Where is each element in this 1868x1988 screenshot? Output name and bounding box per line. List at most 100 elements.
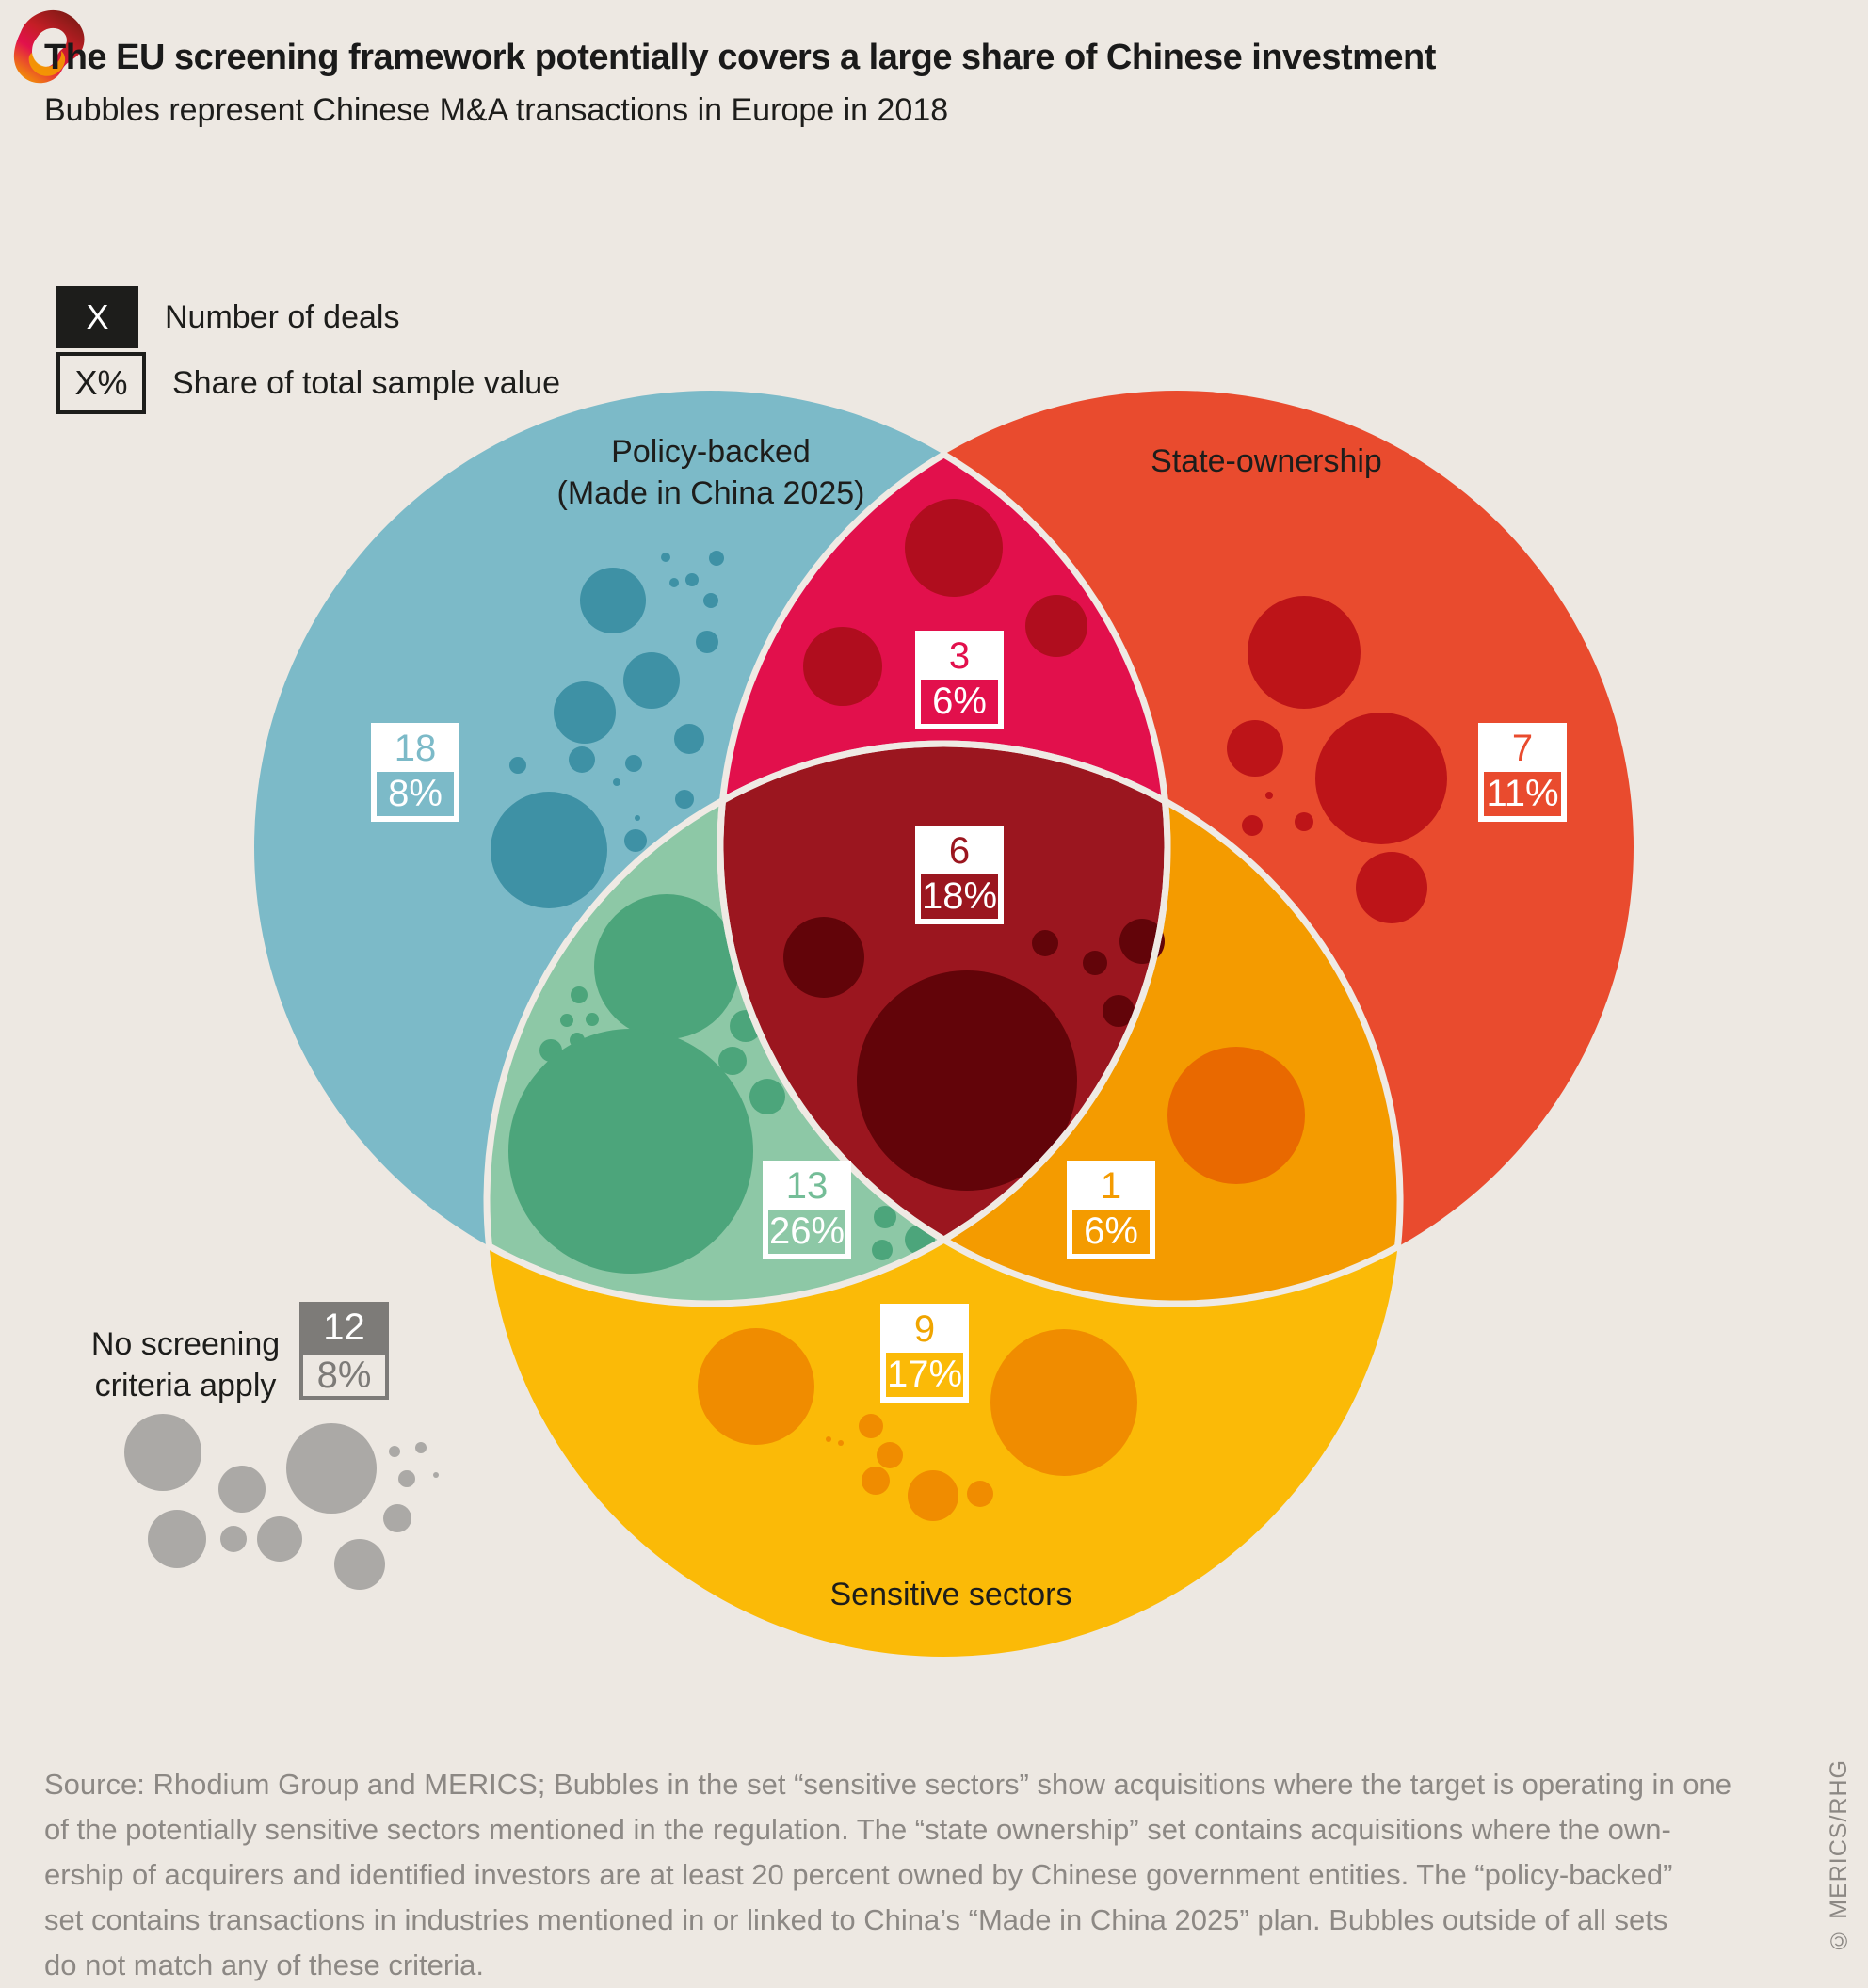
deal-bubble bbox=[286, 1423, 377, 1514]
deal-bubble bbox=[967, 1481, 993, 1507]
deal-bubble bbox=[624, 829, 647, 852]
deal-count: 12 bbox=[299, 1302, 389, 1351]
deal-bubble bbox=[594, 894, 739, 1039]
region-outlines bbox=[483, 450, 1404, 1307]
deal-bubble bbox=[709, 551, 724, 566]
deal-bubble bbox=[857, 970, 1077, 1191]
deal-bubble bbox=[696, 631, 718, 653]
source-line: do not match any of these criteria. bbox=[44, 1948, 484, 1981]
deal-bubble bbox=[509, 757, 526, 774]
share-of-value: 26% bbox=[768, 1210, 845, 1254]
deal-bubble bbox=[703, 593, 718, 608]
value-badge-all-three: 6 18% bbox=[915, 826, 1004, 924]
deal-bubble bbox=[675, 790, 694, 809]
deal-bubble bbox=[491, 792, 607, 908]
deal-bubble bbox=[826, 1436, 831, 1442]
set-label-state-ownership: State-ownership bbox=[1151, 443, 1382, 479]
deal-count: 6 bbox=[948, 830, 971, 872]
deal-bubble bbox=[749, 1079, 785, 1114]
set-label-sensitive-sectors: Sensitive sectors bbox=[829, 1577, 1072, 1612]
value-badge-policy-only: 18 8% bbox=[371, 723, 459, 822]
deal-bubble bbox=[1242, 815, 1263, 836]
deal-bubble bbox=[877, 1442, 903, 1468]
share-of-value: 11% bbox=[1484, 772, 1561, 816]
legend: X Number of deals X% Share of total samp… bbox=[56, 284, 560, 416]
value-badge-state-sensitive: 1 6% bbox=[1067, 1161, 1155, 1259]
legend-row-share: X% Share of total sample value bbox=[56, 350, 560, 416]
bubbles-policy-sensitive bbox=[508, 894, 935, 1274]
deal-bubble bbox=[783, 917, 864, 998]
deal-bubble bbox=[698, 1328, 814, 1445]
share-legend-label: Share of total sample value bbox=[172, 364, 561, 401]
bubbles-policy-only bbox=[491, 551, 724, 908]
deal-bubble bbox=[838, 1440, 844, 1446]
bubbles-state-sensitive bbox=[1168, 1047, 1305, 1184]
share-of-value: 8% bbox=[299, 1351, 389, 1400]
page-subtitle: Bubbles represent Chinese M&A transactio… bbox=[44, 92, 949, 128]
deal-bubble bbox=[571, 986, 588, 1003]
deal-bubble bbox=[1168, 1047, 1305, 1184]
share-of-value: 18% bbox=[921, 874, 998, 919]
deal-bubble bbox=[1356, 852, 1427, 923]
deal-bubble bbox=[613, 778, 620, 786]
deal-bubble bbox=[220, 1526, 247, 1552]
deal-bubble bbox=[803, 627, 882, 706]
deal-bubble bbox=[1315, 713, 1447, 844]
deal-bubble bbox=[508, 1029, 753, 1274]
deal-bubble bbox=[398, 1470, 415, 1487]
merics-logo-icon bbox=[13, 9, 85, 84]
share-of-value: 17% bbox=[886, 1353, 963, 1397]
deal-bubble bbox=[586, 1013, 599, 1026]
deal-bubble bbox=[569, 746, 595, 773]
deal-bubble bbox=[554, 681, 616, 744]
deals-legend-label: Number of deals bbox=[165, 298, 400, 335]
deal-bubble bbox=[1265, 792, 1273, 799]
deal-bubble bbox=[218, 1466, 266, 1513]
source-line: Source: Rhodium Group and MERICS; Bubble… bbox=[44, 1768, 1732, 1801]
deal-bubble bbox=[1025, 595, 1087, 657]
page-title: The EU screening framework potentially c… bbox=[44, 38, 1436, 77]
deal-count: 3 bbox=[948, 635, 971, 677]
deal-bubble bbox=[718, 1047, 747, 1075]
source-line: of the potentially sensitive sectors men… bbox=[44, 1813, 1671, 1846]
deal-bubble bbox=[661, 553, 670, 562]
deal-bubble bbox=[1227, 720, 1283, 777]
deal-bubble bbox=[859, 1414, 883, 1438]
bubbles-policy-state bbox=[803, 499, 1087, 706]
set-label-no-screening: No screening criteria apply bbox=[90, 1326, 281, 1403]
deal-bubble bbox=[990, 1329, 1137, 1476]
bubbles-no-screening bbox=[124, 1414, 439, 1590]
deal-count: 18 bbox=[394, 728, 437, 769]
deal-count: 1 bbox=[1100, 1165, 1122, 1207]
share-of-value: 6% bbox=[921, 680, 998, 724]
region-policy-state bbox=[722, 454, 1166, 802]
copyright-note: © MERICS/RHG bbox=[1826, 1759, 1852, 1954]
bubbles-state-only bbox=[1227, 596, 1447, 923]
region-state-sensitive bbox=[943, 801, 1401, 1305]
deal-count: 9 bbox=[913, 1308, 936, 1350]
deal-bubble bbox=[389, 1446, 400, 1457]
bubbles-all-three bbox=[783, 917, 1165, 1191]
value-badge-outside: 12 8% bbox=[299, 1302, 389, 1400]
deal-bubble bbox=[862, 1467, 890, 1495]
bubbles-sensitive-only bbox=[698, 1328, 1137, 1521]
deal-bubble bbox=[674, 724, 704, 754]
deal-bubble bbox=[635, 815, 640, 821]
deal-bubble bbox=[1083, 951, 1107, 975]
deal-bubble bbox=[560, 1014, 573, 1027]
deal-bubble bbox=[669, 578, 679, 587]
source-line: set contains transactions in industries … bbox=[44, 1903, 1668, 1936]
share-of-value: 8% bbox=[377, 772, 454, 816]
deal-bubble bbox=[124, 1414, 201, 1491]
share-symbol-box: X% bbox=[56, 352, 146, 414]
deal-bubble bbox=[623, 652, 680, 709]
share-of-value: 6% bbox=[1072, 1210, 1150, 1254]
deal-bubble bbox=[415, 1442, 427, 1453]
value-badge-policy-sensitive: 13 26% bbox=[763, 1161, 851, 1259]
value-badge-state-only: 7 11% bbox=[1478, 723, 1567, 822]
deal-bubble bbox=[148, 1510, 206, 1568]
value-badge-sensitive-only: 9 17% bbox=[880, 1304, 969, 1403]
source-line: ership of acquirers and identified inves… bbox=[44, 1858, 1673, 1891]
deal-bubble bbox=[433, 1472, 439, 1478]
